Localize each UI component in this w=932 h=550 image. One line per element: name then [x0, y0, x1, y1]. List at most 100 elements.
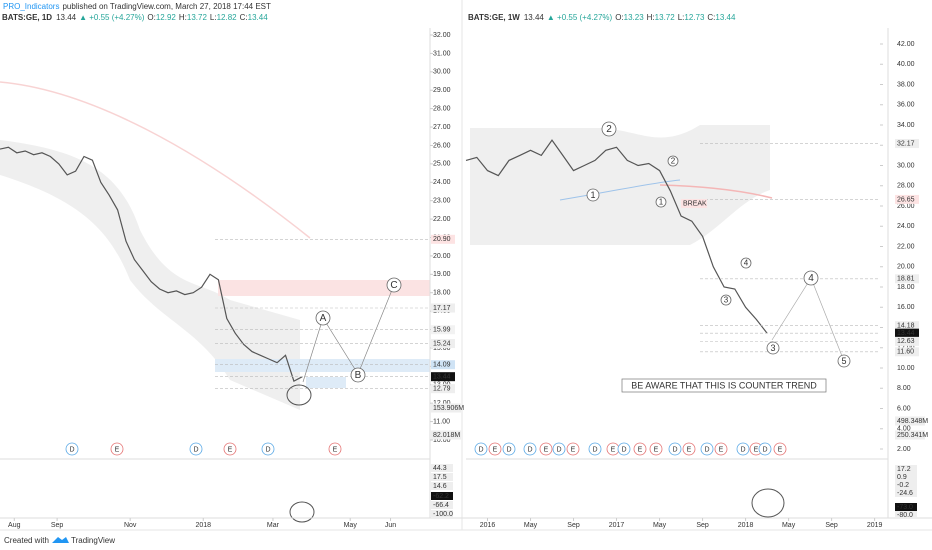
header: PRO_Indicators published on TradingView.c…	[3, 2, 271, 11]
event-label: D	[527, 446, 532, 453]
ohlc-value: 13.72	[655, 13, 676, 22]
event-label: E	[611, 446, 616, 453]
event-label: E	[544, 446, 549, 453]
ohlc-value: 13.44	[248, 13, 269, 22]
volume-label: 250.341M	[897, 432, 928, 439]
price-badge	[895, 139, 919, 149]
event-marker	[682, 442, 696, 456]
event-marker	[566, 442, 580, 456]
volume-badge	[431, 430, 461, 440]
wave-marker	[601, 121, 617, 137]
wave-marker	[740, 257, 752, 269]
wave-label: C	[390, 280, 397, 291]
x-tick-label: 2018	[195, 522, 211, 529]
price-badge	[895, 194, 919, 204]
event-marker	[189, 442, 203, 456]
y-tick-label: 20.00	[897, 264, 915, 271]
brand[interactable]: TradingView	[71, 536, 115, 545]
ohlc-label: H:	[647, 13, 655, 22]
event-marker	[488, 442, 502, 456]
wave-marker	[766, 341, 780, 355]
wave-marker	[837, 354, 851, 368]
price-badge	[895, 347, 919, 357]
x-tick-label: Jun	[385, 522, 396, 529]
wave-label: 2	[671, 157, 676, 166]
price-badge-label: 12.63	[897, 338, 915, 345]
volatility-band	[0, 140, 300, 410]
event-label: E	[638, 446, 643, 453]
event-marker	[474, 442, 488, 456]
price-badge-label: 20.90	[433, 236, 451, 243]
wave-marker	[803, 270, 819, 286]
x-tick-label: 2019	[867, 522, 883, 529]
symbol-header: BATS:GE, 1W 13.44 ▲ +0.55 (+4.27%) O:13.23 H…	[468, 13, 736, 22]
price-badge	[431, 325, 455, 335]
event-marker	[736, 442, 750, 456]
support-zone	[215, 359, 430, 372]
price-badge	[431, 360, 455, 370]
y-tick-label: 40.00	[897, 61, 915, 68]
wave-marker	[720, 294, 732, 306]
indicator-label: 17.5	[433, 474, 447, 481]
indicator-label: -100.0	[433, 511, 453, 518]
y-tick-label: 18.00	[897, 284, 915, 291]
event-marker	[552, 442, 566, 456]
y-tick-label: 32.00	[433, 32, 451, 39]
price-badge	[431, 234, 455, 244]
ohlc-label: O:	[147, 13, 155, 22]
x-tick-label: Sep	[825, 522, 838, 529]
price-badge	[431, 372, 455, 382]
price-badge	[895, 328, 919, 338]
y-tick-label: 26.00	[897, 203, 915, 210]
x-tick-label: May	[782, 522, 796, 529]
event-label: D	[592, 446, 597, 453]
x-tick-label: Sep	[51, 522, 64, 529]
price-badge-label: 13.44	[433, 374, 451, 381]
indicator-badge	[895, 503, 917, 511]
highlight-circle	[286, 384, 312, 406]
event-marker	[668, 442, 682, 456]
event-label: E	[778, 446, 783, 453]
ohlc-value: 13.23	[624, 13, 645, 22]
volume-badge	[431, 403, 461, 413]
price-badge-label: 14.09	[433, 362, 451, 369]
event-marker	[773, 442, 787, 456]
indicator-badge	[895, 489, 917, 497]
indicator-badge	[895, 473, 917, 481]
y-tick-label: 29.00	[433, 87, 451, 94]
change: ▲ +0.55 (+4.27%)	[79, 13, 145, 22]
highlight-circle	[289, 501, 315, 523]
ohlc-label: L:	[678, 13, 685, 22]
y-tick-label: 34.00	[897, 122, 915, 129]
event-label: E	[687, 446, 692, 453]
y-tick-label: 31.00	[433, 50, 451, 57]
event-marker	[523, 442, 537, 456]
y-tick-label: 30.00	[433, 69, 451, 76]
publisher[interactable]: PRO_Indicators	[3, 2, 59, 11]
indicator-label: -80.0	[897, 512, 913, 519]
event-marker	[65, 442, 79, 456]
ohlc-label: H:	[179, 13, 187, 22]
event-label: D	[704, 446, 709, 453]
y-tick-label: 19.00	[433, 271, 451, 278]
y-tick-label: 27.00	[433, 124, 451, 131]
y-tick-label: 6.00	[897, 405, 911, 412]
price-badge	[895, 336, 919, 346]
price-badge	[431, 303, 455, 313]
y-tick-label: 22.00	[433, 216, 451, 223]
x-tick-label: Nov	[124, 522, 137, 529]
wave-label: 4	[808, 273, 814, 284]
symbol-header: BATS:GE, 1D 13.44 ▲ +0.55 (+4.27%) O:12.92 H…	[2, 13, 268, 22]
wave-marker	[350, 367, 366, 383]
event-label: D	[265, 446, 270, 453]
y-tick-label: 16.00	[897, 304, 915, 311]
y-tick-label: 26.00	[433, 142, 451, 149]
x-tick-label: May	[653, 522, 667, 529]
y-tick-label: 2.00	[897, 446, 911, 453]
event-label: E	[654, 446, 659, 453]
event-marker	[502, 442, 516, 456]
y-tick-label: 15.00	[433, 345, 451, 352]
wave-label: 3	[724, 296, 729, 305]
break-badge	[681, 199, 707, 208]
event-label: D	[556, 446, 561, 453]
